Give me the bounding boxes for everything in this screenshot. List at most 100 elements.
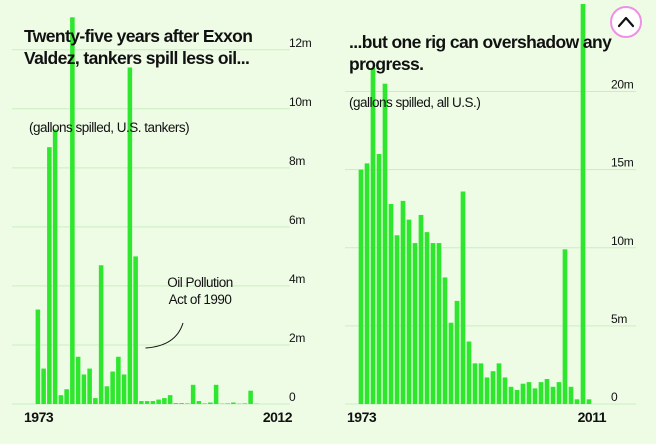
right-bar-1999 <box>514 389 520 404</box>
left-y-tick-label: 8m <box>289 154 305 168</box>
right-bar-2004 <box>544 379 550 404</box>
left-bar-1984 <box>98 265 104 404</box>
right-bar-1982 <box>412 243 418 404</box>
left-chart-subtitle: (gallons spilled, U.S. tankers) <box>29 120 190 135</box>
left-bar-2007 <box>231 402 236 404</box>
left-bar-1973 <box>35 309 41 404</box>
annotation-line-2: Act of 1990 <box>168 292 232 307</box>
right-bar-1988 <box>448 322 454 404</box>
right-bar-1990 <box>460 191 466 404</box>
right-y-tick-label: 0 <box>611 390 618 404</box>
right-bar-1980 <box>400 200 406 404</box>
right-bar-1989 <box>454 300 460 404</box>
right-bar-1977 <box>382 83 388 404</box>
chevron-up-icon <box>618 16 634 28</box>
left-bar-1988 <box>121 374 127 404</box>
right-bar-2005 <box>550 386 556 404</box>
left-bar-2001 <box>196 401 202 404</box>
right-bar-2006 <box>556 382 562 404</box>
right-bar-2003 <box>538 382 544 404</box>
right-bar-1995 <box>490 371 496 404</box>
left-y-tick-label: 6m <box>289 213 305 227</box>
right-bar-1974 <box>364 163 370 404</box>
annotation-leader-line <box>145 322 184 349</box>
right-bar-2011 <box>586 399 592 404</box>
right-bar-2009 <box>574 399 580 404</box>
left-y-tick-label: 4m <box>289 272 305 286</box>
right-bar-1997 <box>502 377 508 404</box>
right-bar-1996 <box>496 363 502 404</box>
left-bar-1996 <box>167 395 173 404</box>
left-bar-1999 <box>185 403 190 404</box>
left-bar-1986 <box>110 371 115 404</box>
right-bar-1978 <box>388 204 394 404</box>
left-bar-1979 <box>70 17 75 405</box>
right-bar-2000 <box>520 383 526 404</box>
right-bar-1984 <box>424 232 430 404</box>
left-bar-2006 <box>225 403 230 404</box>
left-x-start-label: 1973 <box>24 409 54 425</box>
left-bar-1992 <box>144 401 150 404</box>
left-bar-1994 <box>156 399 161 404</box>
left-bar-1974 <box>41 368 46 404</box>
right-bar-1991 <box>466 341 472 404</box>
left-bar-2004 <box>213 384 219 404</box>
left-bar-1985 <box>104 386 110 404</box>
right-bar-1992 <box>472 363 478 404</box>
right-chart-title: ...but one rig can overshadow any progre… <box>349 32 612 74</box>
left-y-tick-label: 2m <box>289 331 305 345</box>
right-x-start-label: 1973 <box>347 409 377 425</box>
left-x-end-label: 2012 <box>263 409 293 425</box>
left-bar-1976 <box>52 129 58 405</box>
left-bar-1990 <box>133 256 138 404</box>
right-bar-2007 <box>562 249 568 404</box>
right-bar-1998 <box>508 386 514 404</box>
right-bar-1975 <box>370 68 376 404</box>
left-bar-2000 <box>190 384 196 404</box>
left-bar-1982 <box>87 368 92 404</box>
left-bar-1991 <box>139 401 144 404</box>
left-chart-title: Twenty-five years after Exxon Valdez, ta… <box>24 26 253 68</box>
left-bar-1978 <box>64 389 69 404</box>
right-bar-1973 <box>358 169 364 404</box>
left-bar-2002 <box>202 403 207 404</box>
left-bar-2009 <box>242 403 248 404</box>
left-y-tick-label: 0 <box>289 390 296 404</box>
left-bar-1995 <box>162 398 167 404</box>
right-bar-1976 <box>376 154 382 404</box>
left-bar-1983 <box>93 398 98 404</box>
oil-pollution-act-annotation: Oil Pollution Act of 1990 <box>145 274 255 308</box>
left-bar-1975 <box>47 147 52 404</box>
right-y-tick-label: 5m <box>611 312 627 326</box>
right-bar-1981 <box>406 219 412 404</box>
right-y-tick-label: 10m <box>611 234 634 248</box>
right-bar-1979 <box>394 235 400 404</box>
scroll-to-top-button[interactable] <box>610 6 642 38</box>
left-y-tick-label: 12m <box>289 36 312 50</box>
right-y-tick-label: 15m <box>611 156 634 170</box>
right-bar-2008 <box>568 386 574 404</box>
left-bar-1998 <box>179 403 184 404</box>
left-bar-2010 <box>248 390 253 404</box>
left-bar-1989 <box>127 67 133 405</box>
left-bar-1997 <box>173 403 179 404</box>
left-bar-1981 <box>81 374 87 404</box>
right-chart-subtitle: (gallons spilled, all U.S.) <box>349 95 481 110</box>
right-bar-1994 <box>484 377 490 404</box>
right-bar-2010 <box>580 4 586 404</box>
annotation-line-1: Oil Pollution <box>167 275 233 290</box>
left-bar-1987 <box>116 356 121 404</box>
right-bar-1985 <box>430 243 436 404</box>
right-y-tick-label: 20m <box>611 78 634 92</box>
left-bar-1977 <box>58 395 64 404</box>
right-bar-2001 <box>526 382 532 404</box>
left-bar-1993 <box>150 401 156 404</box>
left-y-tick-label: 10m <box>289 95 312 109</box>
right-bar-2002 <box>532 388 538 404</box>
right-bar-1983 <box>418 214 424 404</box>
left-bar-2003 <box>208 402 213 404</box>
right-bar-1993 <box>478 363 484 404</box>
